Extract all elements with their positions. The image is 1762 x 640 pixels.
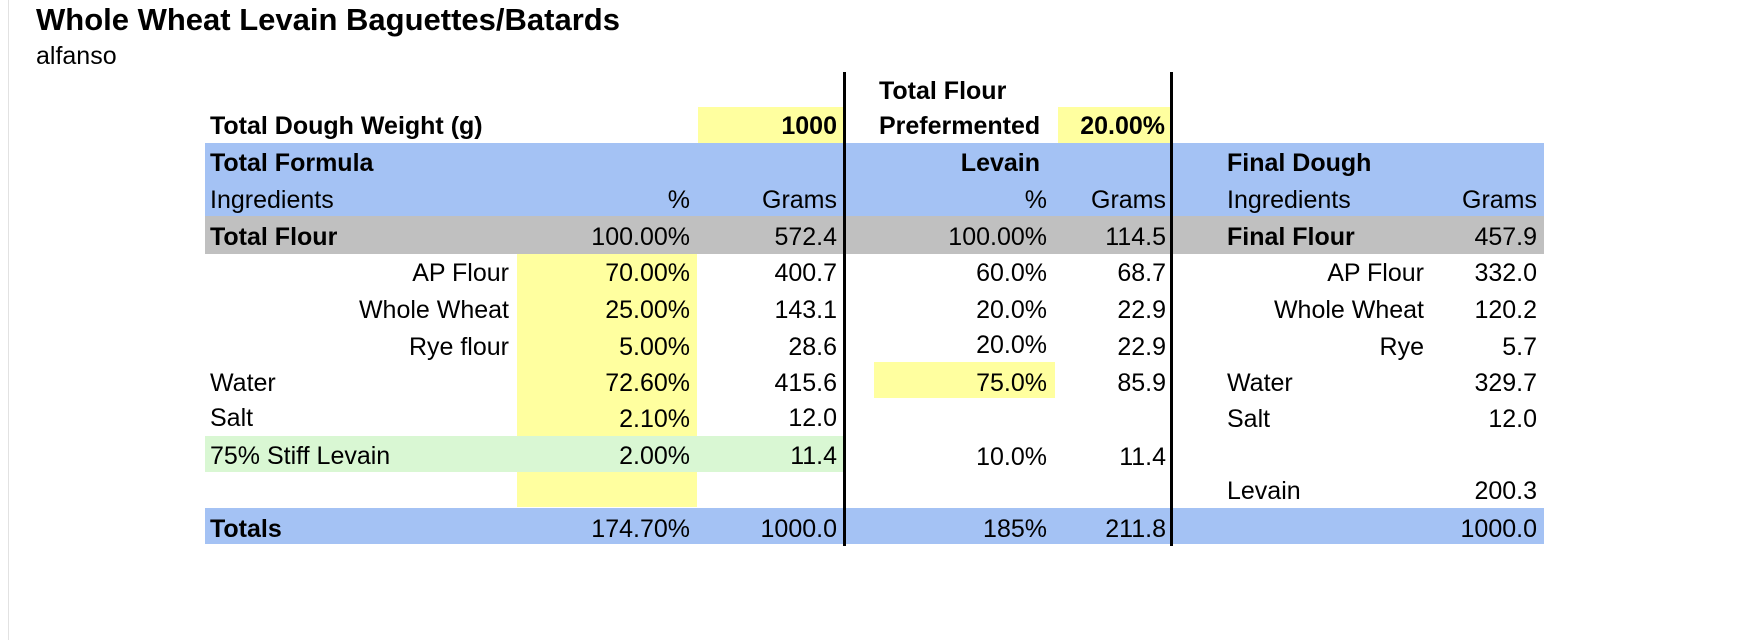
row-water-lev-pct[interactable]: 75.0% — [976, 369, 1047, 397]
row-whole-wheat-lev-grams: 22.9 — [1117, 296, 1166, 324]
row-totals-pct: 174.70% — [591, 515, 690, 543]
col-fd-ingredients: Ingredients — [1227, 186, 1351, 214]
row-rye-name: Rye flour — [408, 333, 509, 361]
row-salt-grams: 12.0 — [788, 404, 837, 432]
row-rye-lev-grams: 22.9 — [1117, 333, 1166, 361]
row-totals-grams: 1000.0 — [760, 515, 837, 543]
row-ap-flour-name: AP Flour — [412, 259, 509, 287]
row-fd-salt-grams: 12.0 — [1488, 405, 1537, 433]
row-whole-wheat-grams: 143.1 — [774, 296, 837, 324]
author-name: alfanso — [36, 42, 117, 70]
row-ap-flour-grams: 400.7 — [774, 259, 837, 287]
dough-weight-value[interactable]: 1000 — [781, 112, 837, 140]
row-salt-name: Salt — [210, 404, 254, 432]
row-rye-pct[interactable]: 5.00% — [619, 333, 690, 361]
row-stiff-levain-pct[interactable]: 2.00% — [619, 442, 690, 470]
final-dough-heading: Final Dough — [1227, 149, 1372, 177]
row-final-flour-name: Final Flour — [1227, 223, 1355, 251]
totals-band — [205, 508, 1544, 544]
dough-weight-label: Total Dough Weight (g) — [210, 112, 483, 140]
row-stiff-levain-name: 75% Stiff Levain — [210, 442, 391, 470]
col-grams: Grams — [762, 186, 837, 214]
prefermented-input-cell[interactable] — [1058, 107, 1170, 143]
row-totals-name: Totals — [210, 515, 282, 543]
row-fd-whole-wheat-name: Whole Wheat — [1273, 296, 1424, 324]
divider-final-dough — [1170, 72, 1173, 546]
levain-heading: Levain — [960, 149, 1040, 177]
prefermented-label-line1: Total Flour — [879, 77, 1007, 105]
levain-hydration-input-cell[interactable] — [874, 362, 1055, 398]
row-rye-grams: 28.6 — [788, 333, 837, 361]
row-stiff-levain-lev-grams: 11.4 — [1119, 443, 1166, 471]
row-fd-salt-name: Salt — [1227, 405, 1271, 433]
prefermented-value[interactable]: 20.00% — [1080, 112, 1165, 140]
prefermented-label-line2: Prefermented — [879, 112, 1041, 140]
row-fd-rye-name: Rye — [1379, 333, 1424, 361]
row-ap-flour-lev-grams: 68.7 — [1117, 259, 1166, 287]
total-flour-band — [205, 216, 1544, 254]
row-rye-lev-pct: 20.0% — [976, 331, 1047, 359]
row-whole-wheat-name: Whole Wheat — [358, 296, 509, 324]
row-total-flour-lev-pct: 100.00% — [948, 223, 1047, 251]
row-water-pct[interactable]: 72.60% — [605, 369, 690, 397]
row-salt-pct[interactable]: 2.10% — [619, 405, 690, 433]
row-fd-ap-flour-name: AP Flour — [1327, 259, 1424, 287]
section-header-band — [205, 143, 1544, 216]
row-totals-fd-grams: 1000.0 — [1460, 515, 1537, 543]
row-total-flour-grams: 572.4 — [774, 223, 837, 251]
row-fd-rye-grams: 5.7 — [1502, 333, 1537, 361]
dough-weight-input-cell[interactable] — [698, 107, 843, 143]
stiff-levain-row-band — [205, 436, 843, 472]
row-fd-water-grams: 329.7 — [1474, 369, 1537, 397]
col-levain-pct: % — [1024, 186, 1047, 214]
page-title: Whole Wheat Levain Baguettes/Batards — [36, 2, 620, 37]
divider-levain — [843, 72, 846, 546]
row-stiff-levain-lev-pct: 10.0% — [976, 443, 1047, 471]
row-whole-wheat-lev-pct: 20.0% — [976, 296, 1047, 324]
row-fd-water-name: Water — [1227, 369, 1293, 397]
row-whole-wheat-pct[interactable]: 25.00% — [605, 296, 690, 324]
col-pct: % — [667, 186, 690, 214]
row-water-lev-grams: 85.9 — [1117, 369, 1166, 397]
row-fd-whole-wheat-grams: 120.2 — [1474, 296, 1537, 324]
row-water-name: Water — [210, 369, 276, 397]
row-water-grams: 415.6 — [774, 369, 837, 397]
row-totals-lev-pct: 185% — [983, 515, 1047, 543]
row-total-flour-name: Total Flour — [210, 223, 338, 251]
row-fd-ap-flour-grams: 332.0 — [1474, 259, 1537, 287]
col-fd-grams: Grams — [1462, 186, 1537, 214]
row-ap-flour-pct[interactable]: 70.00% — [605, 259, 690, 287]
row-fd-levain-name: Levain — [1227, 477, 1301, 505]
row-stiff-levain-grams: 11.4 — [790, 442, 837, 470]
col-levain-grams: Grams — [1091, 186, 1166, 214]
row-ap-flour-lev-pct: 60.0% — [976, 259, 1047, 287]
row-totals-lev-grams: 211.8 — [1105, 515, 1166, 543]
sheet-row-gutter — [0, 0, 9, 640]
row-total-flour-lev-grams: 114.5 — [1105, 223, 1166, 251]
row-fd-levain-grams: 200.3 — [1474, 477, 1537, 505]
row-final-flour-grams: 457.9 — [1474, 223, 1537, 251]
row-total-flour-pct: 100.00% — [591, 223, 690, 251]
col-ingredients: Ingredients — [210, 186, 334, 214]
total-formula-heading: Total Formula — [210, 149, 374, 177]
